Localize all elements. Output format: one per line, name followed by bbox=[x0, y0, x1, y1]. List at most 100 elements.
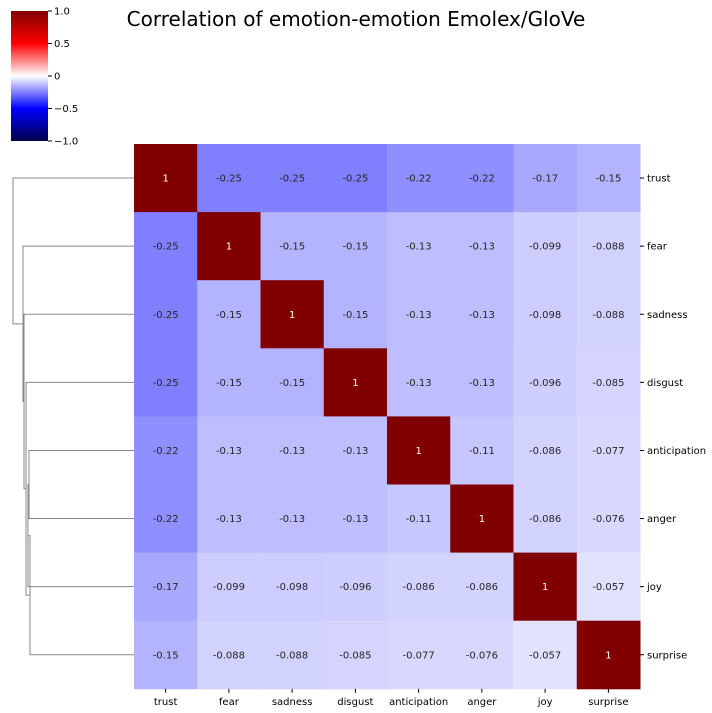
cell-value-label: -0.099 bbox=[213, 582, 245, 593]
heatmap-cell bbox=[450, 416, 514, 485]
heatmap-cell bbox=[576, 280, 641, 349]
dendrogram-link bbox=[12, 177, 134, 325]
dendrogram-link bbox=[28, 449, 134, 520]
cell-value-label: -0.098 bbox=[276, 582, 308, 593]
heatmap-cell bbox=[260, 620, 325, 690]
heatmap-cell bbox=[576, 484, 641, 554]
cell-value-label: -0.076 bbox=[592, 514, 624, 525]
heatmap-cell bbox=[576, 416, 641, 485]
colorbar-tick-label: 0.5 bbox=[54, 39, 70, 50]
cell-value-label: -0.17 bbox=[153, 582, 179, 593]
heatmap-cell bbox=[387, 484, 451, 554]
x-tick-label: disgust bbox=[337, 697, 373, 708]
dendrogram-link bbox=[27, 484, 134, 588]
cell-value-label: -0.13 bbox=[406, 310, 432, 321]
cell-value-label: -0.099 bbox=[529, 242, 561, 253]
heatmap-cell bbox=[134, 484, 198, 554]
cell-value-label: -0.088 bbox=[213, 650, 245, 661]
heatmap-cell bbox=[197, 416, 261, 485]
cell-value-label: -0.25 bbox=[153, 242, 179, 253]
heatmap-cell bbox=[513, 416, 578, 485]
cell-value-label: 1 bbox=[289, 310, 295, 321]
x-tick-label: anger bbox=[467, 697, 497, 708]
y-tick-label: joy bbox=[646, 582, 662, 593]
heatmap-cell bbox=[387, 348, 451, 417]
cell-value-label: -0.085 bbox=[592, 378, 624, 389]
cell-value-label: -0.086 bbox=[529, 446, 561, 457]
x-axis-ticks: trust fear sadness disgust anticipation anger… bbox=[154, 688, 629, 708]
heatmap-cell bbox=[260, 552, 325, 622]
heatmap-cell bbox=[576, 212, 641, 281]
heatmap-cell bbox=[323, 348, 388, 417]
heatmap-cell bbox=[197, 212, 261, 281]
heatmap-cell bbox=[576, 620, 641, 690]
heatmap-cell bbox=[197, 280, 261, 349]
y-tick-label: sadness bbox=[647, 310, 688, 321]
cell-value-label: 1 bbox=[226, 242, 232, 253]
cell-value-label: -0.096 bbox=[529, 378, 561, 389]
heatmap-cell bbox=[450, 144, 514, 213]
cell-value-label: -0.15 bbox=[595, 174, 621, 185]
cell-value-label: -0.25 bbox=[153, 378, 179, 389]
cell-value-label: -0.15 bbox=[342, 242, 368, 253]
cell-value-label: -0.15 bbox=[279, 378, 305, 389]
cell-value-label: -0.25 bbox=[279, 174, 305, 185]
cell-value-label: -0.077 bbox=[592, 446, 624, 457]
heatmap-cell bbox=[387, 416, 451, 485]
heatmap-cell bbox=[260, 416, 325, 485]
heatmap-cell bbox=[134, 552, 198, 622]
cell-value-label: -0.13 bbox=[279, 446, 305, 457]
heatmap-cell bbox=[450, 620, 514, 690]
heatmap-cell bbox=[260, 348, 325, 417]
y-tick-label: anger bbox=[647, 514, 677, 525]
colorbar: 1.0 0.5 0 −0.5 −1.0 bbox=[11, 7, 78, 148]
cell-value-label: -0.057 bbox=[529, 650, 561, 661]
heatmap-cell bbox=[197, 484, 261, 554]
cell-value-label: -0.085 bbox=[339, 650, 371, 661]
heatmap-cell bbox=[450, 348, 514, 417]
heatmap-cell bbox=[450, 280, 514, 349]
heatmap-cell bbox=[134, 348, 198, 417]
cell-value-label: 1 bbox=[605, 650, 611, 661]
colorbar-gradient bbox=[11, 11, 48, 141]
heatmap-cell bbox=[323, 280, 388, 349]
cell-value-label: -0.15 bbox=[153, 650, 179, 661]
heatmap-cell bbox=[323, 484, 388, 554]
heatmap-cell bbox=[387, 280, 451, 349]
cell-value-label: -0.13 bbox=[469, 310, 495, 321]
cell-value-label: -0.057 bbox=[592, 582, 624, 593]
heatmap-cell bbox=[134, 144, 198, 213]
heatmap-cell bbox=[197, 620, 261, 690]
colorbar-tick-label: 0 bbox=[54, 72, 60, 83]
y-tick-label: disgust bbox=[647, 378, 683, 389]
cell-value-label: -0.086 bbox=[403, 582, 435, 593]
cell-value-label: 1 bbox=[415, 446, 421, 457]
heatmap-cell bbox=[323, 552, 388, 622]
y-axis-ticks: trust fear sadness disgust anticipation anger… bbox=[640, 174, 706, 661]
cell-value-label: 1 bbox=[479, 514, 485, 525]
heatmap-grid: 1 -0.25 -0.25 -0.25 -0.22 -0.22 -0.17 -0.15 -0.2… bbox=[134, 144, 641, 690]
x-tick-label: anticipation bbox=[389, 697, 448, 708]
dendrogram-link bbox=[25, 381, 134, 596]
colorbar-tick-label: 1.0 bbox=[54, 7, 70, 18]
heatmap-cell bbox=[513, 144, 578, 213]
cell-value-label: -0.22 bbox=[469, 174, 495, 185]
cell-value-label: -0.25 bbox=[342, 174, 368, 185]
chart-title: Correlation of emotion-emotion Emolex/Gl… bbox=[127, 7, 586, 31]
x-tick-label: sadness bbox=[272, 697, 313, 708]
cell-value-label: 1 bbox=[542, 582, 548, 593]
colorbar-tick-label: −1.0 bbox=[54, 137, 78, 148]
cell-value-label: 1 bbox=[162, 174, 168, 185]
y-tick-label: fear bbox=[647, 242, 668, 253]
cell-value-label: -0.25 bbox=[216, 174, 242, 185]
cell-value-label: -0.25 bbox=[153, 310, 179, 321]
cell-value-label: -0.22 bbox=[153, 514, 179, 525]
cell-value-label: 1 bbox=[352, 378, 358, 389]
cell-value-label: -0.17 bbox=[532, 174, 558, 185]
heatmap-cell bbox=[134, 416, 198, 485]
heatmap-cell bbox=[387, 144, 451, 213]
heatmap-cell bbox=[450, 212, 514, 281]
heatmap-cell bbox=[323, 416, 388, 485]
cell-value-label: -0.088 bbox=[592, 310, 624, 321]
dendrogram-link bbox=[28, 535, 134, 656]
